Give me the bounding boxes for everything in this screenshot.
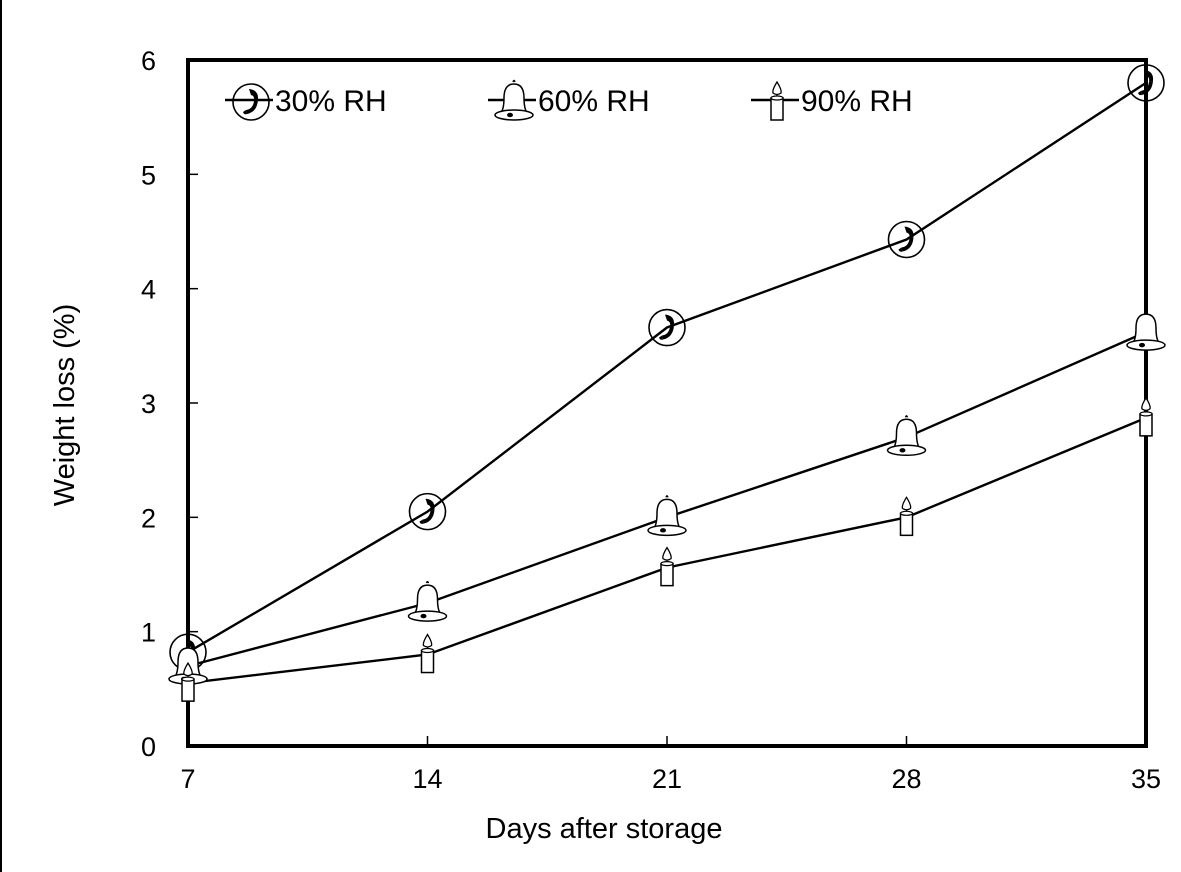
legend-label: 30% RH — [275, 85, 387, 118]
x-tick-label: 21 — [652, 764, 682, 794]
series-markers — [168, 64, 1166, 702]
bell-icon — [647, 495, 687, 537]
y-axis-title: Weight loss (%) — [49, 304, 81, 507]
bell-icon — [1126, 309, 1166, 351]
phone-icon — [232, 83, 270, 121]
y-tick-label: 0 — [141, 732, 156, 762]
legend-item: 60% RH — [488, 79, 650, 121]
plot-frame — [186, 58, 1148, 748]
y-tick-label: 1 — [141, 618, 156, 648]
legend: 30% RH 60% RH 90% RH — [225, 79, 913, 121]
legend-item: 30% RH — [225, 83, 387, 121]
candle-icon — [770, 81, 784, 121]
candle-icon — [420, 633, 435, 674]
candle-icon — [660, 546, 674, 587]
y-tick-label: 6 — [141, 46, 156, 76]
y-tick-label: 3 — [141, 389, 156, 419]
x-axis: 7 14 21 28 35 — [180, 736, 1161, 794]
series-lines — [187, 81, 1147, 685]
x-tick-label: 14 — [412, 764, 442, 794]
x-tick-label: 28 — [891, 764, 921, 794]
candle-icon — [1139, 397, 1153, 437]
page-left-edge — [0, 0, 2, 872]
bell-icon — [407, 580, 448, 622]
series-line-1 — [187, 81, 1147, 654]
y-tick-label: 2 — [141, 503, 156, 533]
candle-icon — [899, 496, 914, 537]
legend-label: 90% RH — [801, 85, 913, 118]
x-axis-title: Days after storage — [486, 813, 723, 845]
y-axis: 0 1 2 3 4 5 6 — [141, 46, 198, 762]
y-tick-label: 5 — [141, 160, 156, 190]
bell-icon — [886, 415, 927, 457]
legend-item: 90% RH — [751, 81, 913, 121]
y-tick-label: 4 — [141, 275, 156, 305]
legend-label: 60% RH — [538, 85, 650, 118]
x-tick-label: 35 — [1131, 764, 1161, 794]
x-tick-label: 7 — [180, 764, 195, 794]
